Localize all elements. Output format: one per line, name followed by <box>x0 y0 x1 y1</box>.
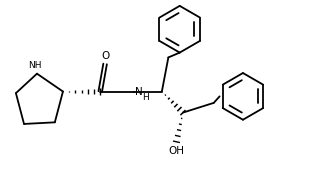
Text: H: H <box>143 93 149 102</box>
Text: O: O <box>102 51 110 61</box>
Text: N: N <box>135 87 143 97</box>
Text: OH: OH <box>169 146 184 156</box>
Text: NH: NH <box>29 61 42 70</box>
